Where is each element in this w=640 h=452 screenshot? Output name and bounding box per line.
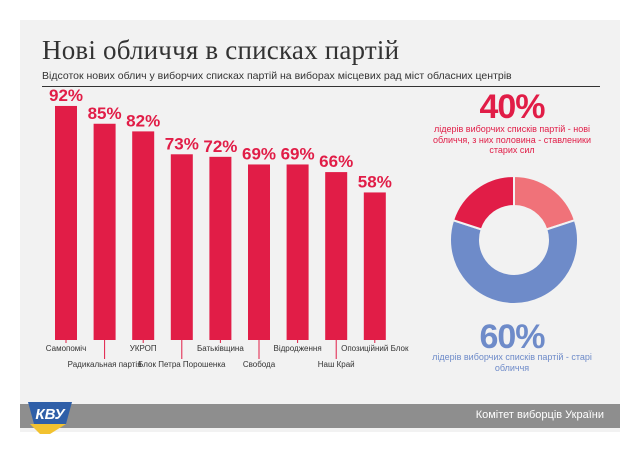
infographic-card <box>20 20 620 432</box>
bar-value-label: 69% <box>242 144 276 163</box>
bar-8 <box>325 172 348 340</box>
donut-slice-new-dark <box>451 174 515 231</box>
new-faces-description: лідерів виборчих списків партій - нові о… <box>432 124 592 155</box>
bar-value-label: 73% <box>165 134 199 153</box>
bar-4 <box>170 154 193 340</box>
bars-layer: 92% Самопоміч 85% Радикальная партія 82% УКРО… <box>46 86 409 369</box>
bar-value-label: 92% <box>49 86 83 105</box>
bar-value-label: 82% <box>126 111 160 130</box>
category-label: Батьківщина <box>197 344 244 353</box>
bar-value-label: 69% <box>281 144 315 163</box>
bar-7 <box>286 164 309 340</box>
page-title: Нові обличчя в списках партій <box>42 35 400 65</box>
bar-value-label: 66% <box>319 152 353 171</box>
donut-slice-old <box>449 218 579 305</box>
category-label: Опозиційний Блок <box>341 344 409 353</box>
organization-name: Комітет виборців України <box>475 409 604 421</box>
bar-5 <box>209 156 232 340</box>
bar-2 <box>93 123 116 340</box>
category-label: УКРОП <box>130 344 157 353</box>
category-label: Свобода <box>243 360 276 369</box>
bar-3 <box>132 131 155 340</box>
page-subtitle: Відсоток нових облич у виборчих списках … <box>42 70 512 82</box>
category-label: Самопоміч <box>46 344 87 353</box>
new-faces-percent: 40% <box>479 88 545 126</box>
footer-bar: Комітет виборців України <box>20 404 620 428</box>
category-label: Блок Петра Порошенка <box>138 360 226 369</box>
bar-value-label: 72% <box>203 137 237 156</box>
old-faces-description: лідерів виборчих списків партій - старі … <box>432 352 592 373</box>
category-label: Наш Край <box>318 360 355 369</box>
bar-1 <box>55 105 77 341</box>
kvu-logo-icon: КВУ <box>28 402 72 434</box>
bar-value-label: 85% <box>88 104 122 123</box>
bar-value-label: 58% <box>358 172 392 191</box>
donut-slice-new-light <box>513 174 577 231</box>
old-faces-percent: 60% <box>479 318 545 356</box>
donut-chart <box>449 174 579 305</box>
donut-layer <box>449 174 579 305</box>
bar-6 <box>248 164 270 340</box>
category-label: Радикальная партія <box>68 360 142 369</box>
title-divider <box>42 86 600 87</box>
category-label: Відродження <box>274 344 322 353</box>
bar-9 <box>363 192 386 340</box>
svg-text:КВУ: КВУ <box>35 406 66 423</box>
